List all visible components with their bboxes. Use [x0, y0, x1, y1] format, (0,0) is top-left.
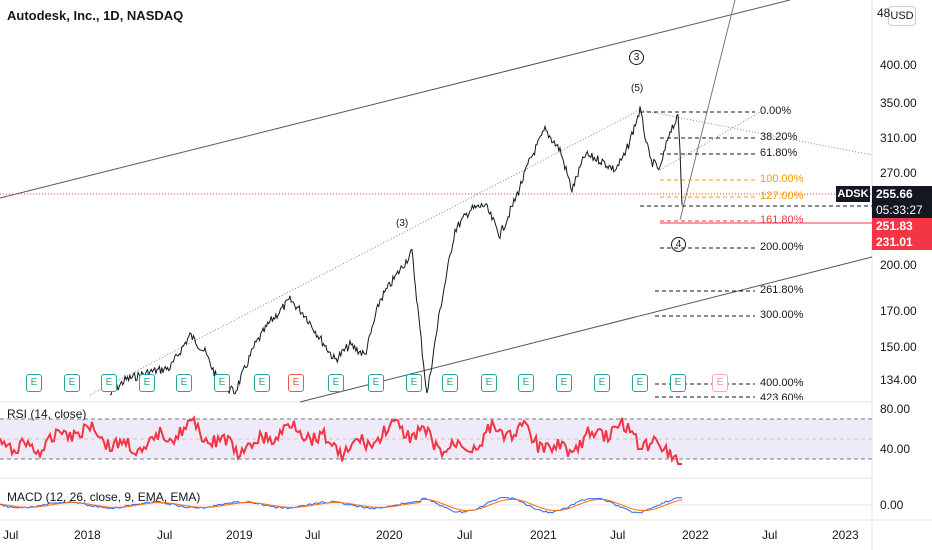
- price-tick-partial: 48: [877, 6, 891, 20]
- wave-3-label[interactable]: (3): [396, 218, 409, 229]
- price-tick: 400.00: [880, 58, 917, 72]
- earnings-badge[interactable]: E: [64, 374, 80, 392]
- time-label: Jul: [762, 528, 778, 542]
- price-tick: 310.00: [880, 131, 917, 145]
- earnings-badge[interactable]: E: [288, 374, 304, 392]
- earnings-badge[interactable]: E: [368, 374, 384, 392]
- time-label: 2021: [530, 528, 557, 542]
- time-label: 2018: [74, 528, 101, 542]
- earnings-badge[interactable]: E: [556, 374, 572, 392]
- currency-button[interactable]: USD: [888, 6, 916, 26]
- time-label: Jul: [457, 528, 473, 542]
- earnings-badge[interactable]: E: [406, 374, 422, 392]
- fib-lines[interactable]: [640, 111, 872, 398]
- price-tick: 200.00: [880, 258, 917, 272]
- wave-4-circle[interactable]: 4: [671, 237, 686, 252]
- dotted-wedge-mid[interactable]: [659, 111, 761, 171]
- price-series[interactable]: [109, 106, 683, 396]
- line-price-tag: 251.83: [872, 218, 932, 234]
- fib-label-423: 423.60%: [760, 392, 804, 400]
- symbol-tag: ADSK: [836, 186, 870, 202]
- fib-label-100: 100.00%: [760, 173, 804, 185]
- fib-label-200: 200.00%: [760, 241, 804, 253]
- fib-label-300: 300.00%: [760, 309, 804, 321]
- price-tick: 134.00: [880, 373, 917, 387]
- wave-3-circle[interactable]: 3: [629, 50, 644, 65]
- earnings-badge[interactable]: E: [481, 374, 497, 392]
- earnings-badge[interactable]: E: [594, 374, 610, 392]
- rsi-tick: 40.00: [880, 442, 911, 456]
- price-tick: 170.00: [880, 304, 917, 318]
- steep-trend-line[interactable]: [679, 0, 736, 221]
- time-label: 2023: [832, 528, 859, 542]
- time-label: 2022: [682, 528, 709, 542]
- bar-countdown: 05:33:27: [872, 202, 932, 218]
- time-label: Jul: [157, 528, 173, 542]
- last-price-tag: 255.66: [872, 186, 932, 202]
- time-label: Jul: [610, 528, 626, 542]
- channel-upper-line[interactable]: [0, 0, 791, 199]
- macd-label[interactable]: MACD (12, 26, close, 9, EMA, EMA): [7, 490, 201, 504]
- earnings-badge[interactable]: E: [328, 374, 344, 392]
- earnings-badge[interactable]: E: [632, 374, 648, 392]
- rsi-line[interactable]: [0, 415, 682, 465]
- earnings-badge[interactable]: E: [254, 374, 270, 392]
- earnings-badge[interactable]: E: [214, 374, 230, 392]
- earnings-badge[interactable]: E: [670, 374, 686, 392]
- earnings-badge[interactable]: E: [712, 374, 728, 392]
- earnings-badge[interactable]: E: [442, 374, 458, 392]
- earnings-badge[interactable]: E: [26, 374, 42, 392]
- dotted-wedge-lower[interactable]: [89, 109, 641, 396]
- earnings-badge[interactable]: E: [101, 374, 117, 392]
- wave-5-label[interactable]: (5): [631, 83, 644, 94]
- fib-label-127: 127.00%: [760, 190, 804, 202]
- earnings-badge[interactable]: E: [139, 374, 155, 392]
- price-tick: 350.00: [880, 96, 917, 110]
- price-tick: 270.00: [880, 166, 917, 180]
- time-label: Jul: [3, 528, 19, 542]
- dotted-wedge-upper[interactable]: [639, 109, 873, 156]
- fib-label-0: 0.00%: [760, 105, 792, 117]
- time-label: 2019: [226, 528, 253, 542]
- channel-lower-line[interactable]: [299, 256, 873, 403]
- fib-label-161: 161.80%: [760, 214, 804, 226]
- fib-label-38: 38.20%: [760, 131, 798, 143]
- chart-title: Autodesk, Inc., 1D, NASDAQ: [7, 8, 184, 23]
- rsi-label[interactable]: RSI (14, close): [7, 407, 87, 421]
- fib-label-400: 400.00%: [760, 377, 804, 389]
- fib-price-tag: 231.01: [872, 234, 932, 250]
- fib-label-261: 261.80%: [760, 284, 804, 296]
- time-label: Jul: [305, 528, 321, 542]
- price-tick: 150.00: [880, 340, 917, 354]
- earnings-badge[interactable]: E: [518, 374, 534, 392]
- signal-line[interactable]: [0, 498, 683, 512]
- fib-label-61: 61.80%: [760, 147, 798, 159]
- macd-tick: 0.00: [880, 498, 904, 512]
- time-label: 2020: [376, 528, 403, 542]
- rsi-tick: 80.00: [880, 402, 911, 416]
- earnings-badge[interactable]: E: [176, 374, 192, 392]
